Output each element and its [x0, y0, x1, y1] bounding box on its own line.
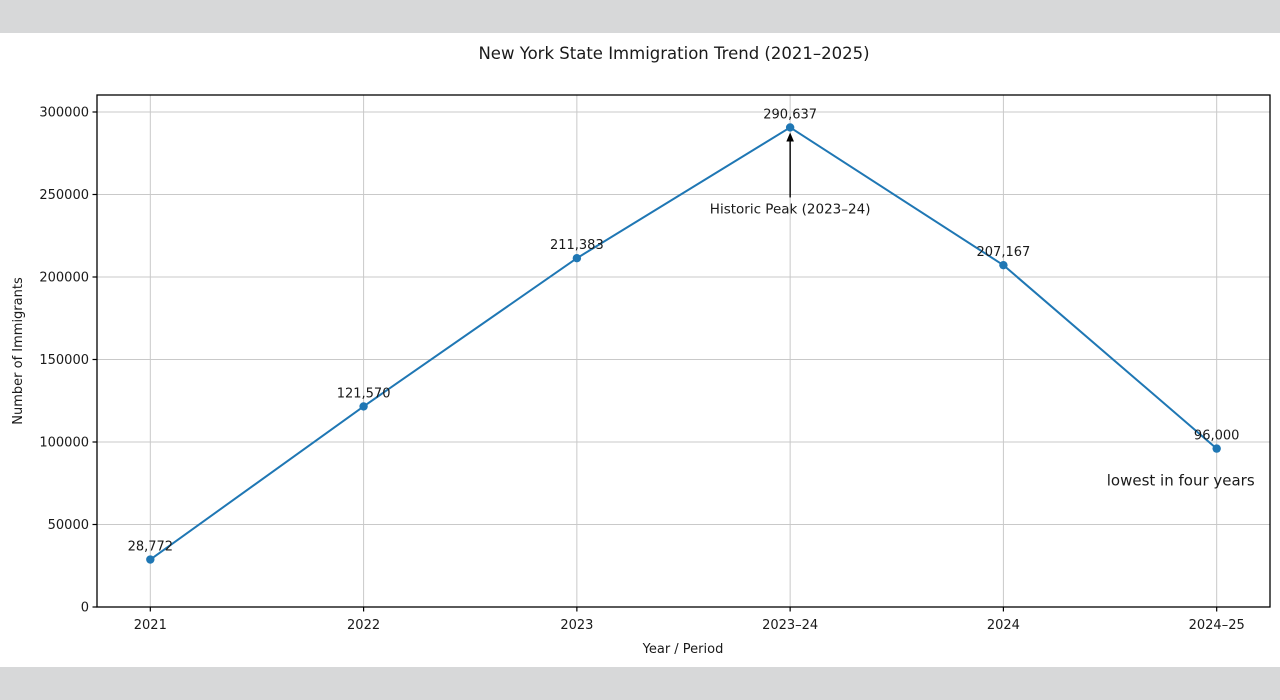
- y-tick-label: 250000: [39, 188, 89, 203]
- y-tick-label: 300000: [39, 105, 89, 120]
- annotation-arrow-head: [786, 132, 794, 142]
- data-point-label: 28,772: [128, 540, 174, 555]
- data-point-label: 211,383: [550, 238, 604, 253]
- chart-title: New York State Immigration Trend (2021–2…: [478, 44, 869, 63]
- data-point-marker: [1212, 444, 1221, 453]
- data-point-label: 290,637: [763, 107, 817, 122]
- x-tick-label: 2024: [987, 618, 1020, 633]
- data-point-marker: [999, 260, 1008, 270]
- x-axis-label: Year / Period: [642, 642, 724, 657]
- y-axis-label: Number of Immigrants: [11, 277, 26, 425]
- line-chart: New York State Immigration Trend (2021–2…: [11, 44, 1271, 657]
- data-point-marker: [146, 555, 155, 564]
- data-point-marker: [785, 123, 795, 132]
- backdrop-top-band: [0, 0, 1280, 33]
- trend-line: [149, 126, 1218, 561]
- y-tick-label: 150000: [39, 353, 89, 368]
- plot-area: 0 50000 100000 150000 200000 250000 300000 2021…: [39, 94, 1271, 633]
- data-point-label: 121,570: [337, 386, 391, 401]
- annotation-lowest-text: lowest in four years: [1107, 472, 1255, 490]
- plot-frame: [96, 94, 1271, 608]
- x-tick-label: 2023–24: [762, 618, 818, 633]
- data-point-marker: [572, 254, 582, 263]
- x-tick-label: 2021: [134, 618, 167, 633]
- y-tick-label: 0: [81, 601, 89, 616]
- chart-figure: New York State Immigration Trend (2021–2…: [0, 33, 1280, 667]
- x-tick-label: 2023: [560, 618, 593, 633]
- y-tick-label: 200000: [39, 270, 89, 285]
- backdrop-bottom-band: [0, 667, 1280, 700]
- y-tick-label: 100000: [39, 435, 89, 450]
- x-tick-label: 2022: [347, 618, 380, 633]
- data-point-label: 96,000: [1194, 429, 1240, 444]
- x-tick-label: 2024–25: [1189, 618, 1245, 633]
- y-tick-label: 50000: [48, 518, 89, 533]
- annotation-historic-peak-text: Historic Peak (2023–24): [710, 201, 871, 217]
- data-point-label: 207,167: [977, 245, 1031, 260]
- data-point-marker: [359, 402, 368, 411]
